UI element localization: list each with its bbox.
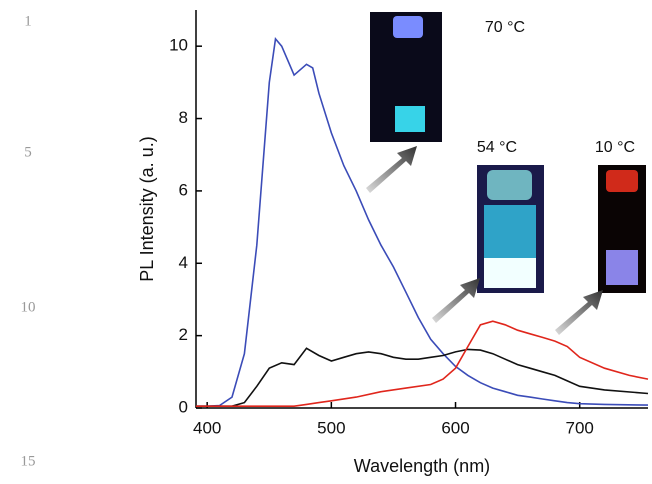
plot: 0 2 4 6 8 10 400 500 600 700 Wavelength (nm) PL Int… (137, 10, 649, 476)
vial-body (484, 205, 536, 260)
series-line (196, 347, 649, 407)
x-tick-label: 600 (441, 418, 469, 437)
annotation: 70 °C (485, 19, 525, 36)
line-number: 1 (24, 13, 32, 29)
arrow (366, 146, 417, 193)
y-tick-label: 6 (179, 180, 188, 199)
x-axis-label: Wavelength (nm) (354, 456, 490, 476)
vial-liquid (484, 258, 536, 288)
x-tick-label: 500 (317, 418, 345, 437)
line-number: 10 (21, 299, 36, 315)
y-axis-label: PL Intensity (a. u.) (137, 136, 157, 281)
vial-photos (366, 12, 646, 335)
y-tick-label: 10 (169, 36, 188, 55)
annotation: 54 °C (477, 139, 517, 156)
series-line (196, 320, 649, 407)
vial-cap (487, 170, 532, 200)
arrow (432, 278, 480, 323)
vial-liquid (606, 250, 638, 285)
annotation: 10 °C (595, 139, 635, 156)
line-number: 5 (24, 144, 32, 160)
y-tick-label: 8 (179, 108, 188, 127)
y-tick-label: 2 (179, 325, 188, 344)
vial-cap (606, 170, 638, 192)
vial-cap (393, 16, 423, 38)
y-tick-label: 4 (179, 253, 188, 272)
line-number: 15 (21, 453, 36, 469)
vial-liquid (395, 106, 425, 132)
x-tick-label: 400 (193, 418, 221, 437)
series-line (196, 37, 649, 407)
y-tick-label: 0 (179, 397, 188, 416)
x-tick-label: 700 (566, 418, 594, 437)
arrow (555, 290, 603, 335)
